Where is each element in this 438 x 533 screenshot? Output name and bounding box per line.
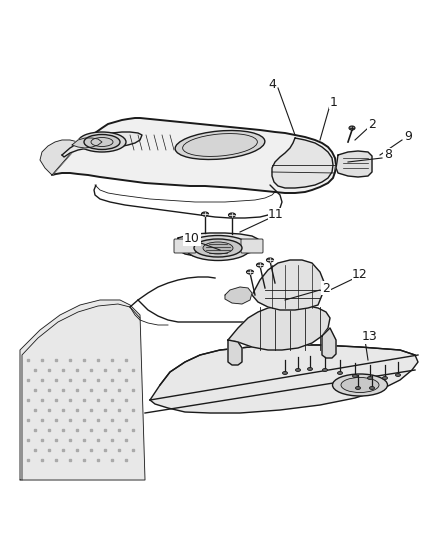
Polygon shape xyxy=(150,345,418,413)
Ellipse shape xyxy=(283,372,287,375)
FancyBboxPatch shape xyxy=(174,239,196,253)
Ellipse shape xyxy=(396,374,400,376)
Ellipse shape xyxy=(341,377,379,392)
Ellipse shape xyxy=(332,374,388,396)
Ellipse shape xyxy=(382,376,388,379)
Ellipse shape xyxy=(307,367,312,370)
Ellipse shape xyxy=(78,132,126,152)
Polygon shape xyxy=(52,118,336,193)
Ellipse shape xyxy=(186,236,251,261)
Ellipse shape xyxy=(229,213,236,217)
Polygon shape xyxy=(225,287,252,304)
Ellipse shape xyxy=(203,242,233,254)
Polygon shape xyxy=(228,305,330,350)
Ellipse shape xyxy=(338,372,343,375)
Text: 10: 10 xyxy=(184,232,200,246)
Text: 13: 13 xyxy=(362,330,378,343)
Polygon shape xyxy=(20,300,145,480)
Polygon shape xyxy=(228,340,242,365)
Text: 2: 2 xyxy=(322,281,330,295)
Ellipse shape xyxy=(370,386,374,390)
Text: 1: 1 xyxy=(330,95,338,109)
Ellipse shape xyxy=(356,386,360,390)
Ellipse shape xyxy=(175,131,265,159)
Ellipse shape xyxy=(367,376,372,379)
Ellipse shape xyxy=(349,126,355,130)
Text: 9: 9 xyxy=(404,131,412,143)
Text: 12: 12 xyxy=(352,269,368,281)
Polygon shape xyxy=(272,138,333,188)
Text: 8: 8 xyxy=(384,149,392,161)
Ellipse shape xyxy=(194,239,242,257)
Polygon shape xyxy=(322,328,336,358)
FancyBboxPatch shape xyxy=(241,239,263,253)
Ellipse shape xyxy=(247,270,254,274)
Text: 2: 2 xyxy=(368,117,376,131)
Text: 11: 11 xyxy=(268,208,284,222)
Ellipse shape xyxy=(201,212,208,216)
Text: 4: 4 xyxy=(268,77,276,91)
Polygon shape xyxy=(72,138,102,148)
Ellipse shape xyxy=(84,134,120,149)
Polygon shape xyxy=(178,233,258,257)
Polygon shape xyxy=(252,260,324,310)
Ellipse shape xyxy=(257,263,264,267)
Polygon shape xyxy=(62,132,142,157)
Polygon shape xyxy=(40,140,85,175)
Polygon shape xyxy=(336,151,372,177)
Ellipse shape xyxy=(296,368,300,372)
Ellipse shape xyxy=(266,258,273,262)
Ellipse shape xyxy=(322,368,328,372)
Ellipse shape xyxy=(353,375,357,377)
